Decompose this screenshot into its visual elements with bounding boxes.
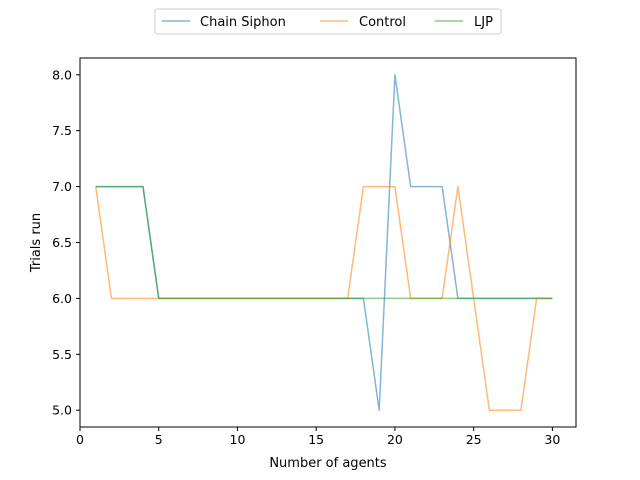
- x-tick-label: 20: [387, 432, 403, 447]
- x-tick-label: 25: [466, 432, 482, 447]
- legend-label-control: Control: [359, 15, 406, 30]
- x-tick-label: 30: [544, 432, 560, 447]
- legend-label-ljp: LJP: [474, 15, 493, 30]
- legend-label-chain-siphon: Chain Siphon: [200, 15, 286, 30]
- y-tick-label: 7.0: [52, 179, 72, 194]
- x-tick-label: 0: [76, 432, 84, 447]
- plot-lines: [95, 74, 553, 411]
- series-line-ljp: [95, 185, 553, 300]
- y-tick-label: 8.0: [52, 67, 72, 82]
- x-tick-label: 15: [308, 432, 324, 447]
- x-axis: 0 5 10 15 20 25 30: [76, 427, 560, 447]
- y-tick-label: 6.0: [52, 291, 72, 306]
- series-line-chain-siphon: [95, 74, 553, 411]
- y-tick-label: 6.5: [52, 235, 72, 250]
- x-axis-label: Number of agents: [269, 456, 387, 471]
- y-tick-label: 5.0: [52, 403, 72, 418]
- y-axis-label: Trials run: [29, 213, 44, 273]
- y-tick-label: 7.5: [52, 123, 72, 138]
- y-tick-label: 5.5: [52, 347, 72, 362]
- x-tick-label: 10: [230, 432, 246, 447]
- y-axis: 5.0 5.5 6.0 6.5 7.0 7.5 8.0: [52, 67, 80, 418]
- plot-frame: [79, 57, 577, 428]
- x-tick-label: 5: [155, 432, 163, 447]
- legend: Chain Siphon Control LJP: [154, 8, 502, 35]
